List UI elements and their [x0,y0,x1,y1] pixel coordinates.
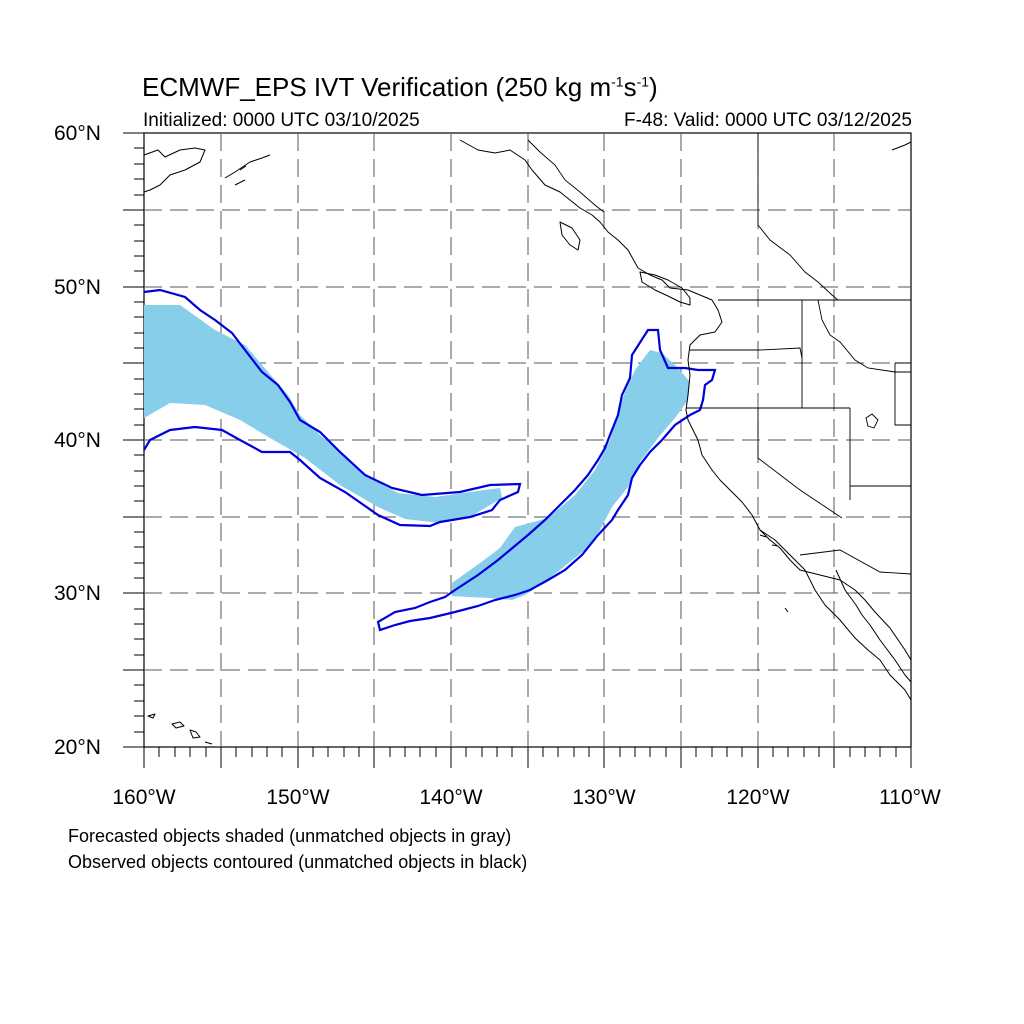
title-mid: s [623,72,637,102]
aleutian-islands [224,154,271,186]
title-exponent-2: -1 [636,73,650,90]
lat-label-30n: 30°N [54,582,101,605]
lat-label-50n: 50°N [54,276,101,299]
axis-ticks [123,132,912,768]
forecast-object-east [452,350,690,600]
coastlines [143,139,912,745]
observed-objects [143,288,717,632]
idaho-montana [817,299,911,373]
political-boundaries [527,133,912,575]
gulf-of-alaska-coast [459,139,912,661]
lon-label-120w: 120°W [726,786,790,809]
baja-coast [759,529,912,701]
lat-label-20n: 20°N [54,736,101,759]
initialized-label: Initialized: 0000 UTC 03/10/2025 [143,110,420,131]
wyoming-box [894,362,911,426]
us-mexico-border [799,549,912,575]
hawaii-islands [147,713,213,745]
lon-label-130w: 130°W [572,786,636,809]
forecast-object-west [144,305,502,523]
observed-object-east [376,328,717,632]
chart-title: ECMWF_EPS IVT Verification (250 kg m-1s-… [142,72,658,103]
title-exponent-1: -1 [611,73,624,90]
forecast-objects [144,305,690,600]
lon-label-160w: 160°W [112,786,176,809]
footer-observed-note: Observed objects contoured (unmatched ob… [68,852,528,872]
title-prefix: ECMWF_EPS IVT Verification (250 kg m [142,72,612,102]
haida-gwaii [559,221,581,251]
lon-label-110w: 110°W [879,786,941,809]
lon-label-140w: 140°W [419,786,483,809]
california-nevada [757,408,843,519]
bc-alberta-border [757,133,839,301]
alaska-coast [143,147,206,193]
lat-label-60n: 60°N [54,122,101,145]
title-suffix: ) [649,72,658,102]
baja-gulf-coast [835,569,912,683]
washington-oregon [690,347,803,359]
alaska-canada-border [527,139,605,213]
channel-islands [759,534,789,613]
vancouver-island [639,271,691,306]
lon-label-150w: 150°W [266,786,330,809]
great-salt-lake [865,413,879,429]
observed-object-west [143,288,522,528]
hudson-bay-edge [891,141,912,151]
lat-label-40n: 40°N [54,429,101,452]
grid-lines [144,133,911,747]
valid-label: F-48: Valid: 0000 UTC 03/12/2025 [624,110,912,131]
footer-forecast-note: Forecasted objects shaded (unmatched obj… [68,826,512,846]
